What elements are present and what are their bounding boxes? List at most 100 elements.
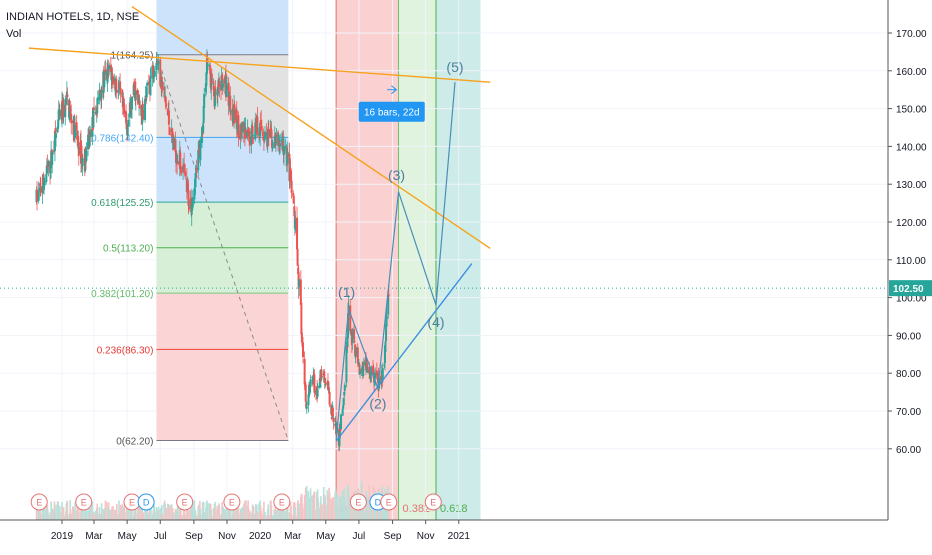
candle-body[interactable] — [264, 131, 267, 140]
candle-body[interactable] — [110, 72, 113, 82]
candle-body[interactable] — [266, 132, 269, 145]
event-marker[interactable] — [176, 493, 194, 511]
candle-body[interactable] — [174, 150, 177, 163]
candle-body[interactable] — [309, 385, 312, 393]
candle-body[interactable] — [362, 366, 365, 377]
candle-body[interactable] — [275, 134, 278, 138]
candle-body[interactable] — [138, 100, 141, 109]
candle-body[interactable] — [42, 174, 45, 184]
fib-retracement[interactable]: 1(164.25)0.786(142.40)0.618(125.25)0.5(1… — [0, 0, 888, 447]
candle-body[interactable] — [271, 140, 274, 148]
candle-body[interactable] — [358, 363, 361, 375]
candle-body[interactable] — [330, 404, 333, 415]
candle-body[interactable] — [334, 424, 337, 427]
elliott-wave-path[interactable] — [335, 82, 456, 441]
candle-body[interactable] — [351, 329, 354, 343]
candle-body[interactable] — [81, 153, 84, 165]
candle-body[interactable] — [187, 190, 190, 206]
candle-body[interactable] — [223, 76, 226, 84]
candle-body[interactable] — [77, 146, 80, 156]
candle-body[interactable] — [113, 78, 116, 83]
candle-body[interactable] — [99, 93, 102, 95]
candle-body[interactable] — [245, 129, 248, 139]
candle-body[interactable] — [202, 125, 205, 132]
candle-body[interactable] — [286, 158, 289, 165]
drawing-lines[interactable]: (1) (2) (3) (4) (5) 16 bars, 22d — [28, 5, 491, 442]
candle-body[interactable] — [103, 71, 106, 76]
ruler-badge[interactable] — [358, 101, 425, 122]
candle-body[interactable] — [68, 108, 71, 121]
candle-body[interactable] — [145, 87, 148, 98]
candle-body[interactable] — [236, 121, 239, 132]
candle-body[interactable] — [317, 386, 320, 388]
candle-body[interactable] — [309, 379, 312, 387]
candle-body[interactable] — [109, 65, 112, 73]
candle-body[interactable] — [210, 73, 213, 84]
candle-body[interactable] — [305, 404, 308, 408]
candle-body[interactable] — [307, 394, 310, 406]
candle-body[interactable] — [193, 188, 196, 200]
candle-body[interactable] — [46, 165, 49, 168]
candle-body[interactable] — [98, 90, 101, 93]
candle-body[interactable] — [385, 323, 388, 341]
candle-body[interactable] — [290, 177, 293, 183]
candle-body[interactable] — [188, 206, 191, 210]
candle-body[interactable] — [217, 85, 220, 89]
candle-body[interactable] — [205, 58, 208, 75]
candle-body[interactable] — [369, 375, 372, 377]
candle-body[interactable] — [115, 90, 118, 93]
candle-body[interactable] — [241, 122, 244, 133]
candle-body[interactable] — [353, 328, 356, 340]
candle-body[interactable] — [69, 109, 72, 112]
candle-body[interactable] — [248, 136, 251, 146]
candle-body[interactable] — [131, 96, 134, 110]
candle-body[interactable] — [345, 345, 348, 383]
candle-body[interactable] — [208, 64, 211, 66]
candle-body[interactable] — [261, 131, 264, 136]
candle-body[interactable] — [45, 174, 48, 182]
candle-body[interactable] — [127, 119, 130, 127]
candle-body[interactable] — [36, 189, 39, 202]
candle-body[interactable] — [366, 369, 369, 373]
candle-body[interactable] — [228, 102, 231, 107]
candle-body[interactable] — [354, 344, 357, 356]
event-marker[interactable] — [349, 493, 367, 511]
candle-body[interactable] — [252, 137, 255, 139]
candle-body[interactable] — [270, 132, 273, 138]
candle-body[interactable] — [296, 217, 299, 250]
candle-body[interactable] — [87, 133, 90, 138]
candle-body[interactable] — [62, 105, 65, 118]
candle-body[interactable] — [204, 83, 207, 92]
candle-body[interactable] — [356, 347, 359, 364]
candle-body[interactable] — [214, 90, 217, 107]
candle-body[interactable] — [122, 103, 125, 112]
candle-body[interactable] — [383, 345, 386, 363]
candle-body[interactable] — [233, 104, 236, 124]
candle-body[interactable] — [212, 83, 215, 85]
candle-body[interactable] — [107, 69, 110, 72]
event-marker[interactable] — [137, 493, 155, 511]
fib-diagonal-dashed[interactable] — [155, 54, 289, 441]
candle-body[interactable] — [269, 128, 272, 132]
candle-body[interactable] — [285, 147, 288, 167]
candle-body[interactable] — [38, 188, 41, 190]
support-trendline[interactable] — [335, 263, 473, 442]
candle-body[interactable] — [221, 74, 224, 80]
candle-body[interactable] — [176, 161, 179, 163]
candle-body[interactable] — [298, 279, 301, 288]
candle-body[interactable] — [199, 140, 202, 161]
candle-body[interactable] — [222, 83, 225, 88]
candle-body[interactable] — [141, 106, 144, 108]
candle-body[interactable] — [163, 86, 166, 98]
candle-body[interactable] — [184, 171, 187, 177]
candle-body[interactable] — [119, 81, 122, 89]
candle-body[interactable] — [338, 435, 341, 447]
candle-body[interactable] — [53, 130, 56, 152]
candle-body[interactable] — [300, 332, 303, 343]
candle-body[interactable] — [206, 57, 209, 64]
candle-body[interactable] — [372, 369, 375, 377]
candle-body[interactable] — [349, 305, 352, 332]
candle-body[interactable] — [240, 125, 243, 133]
